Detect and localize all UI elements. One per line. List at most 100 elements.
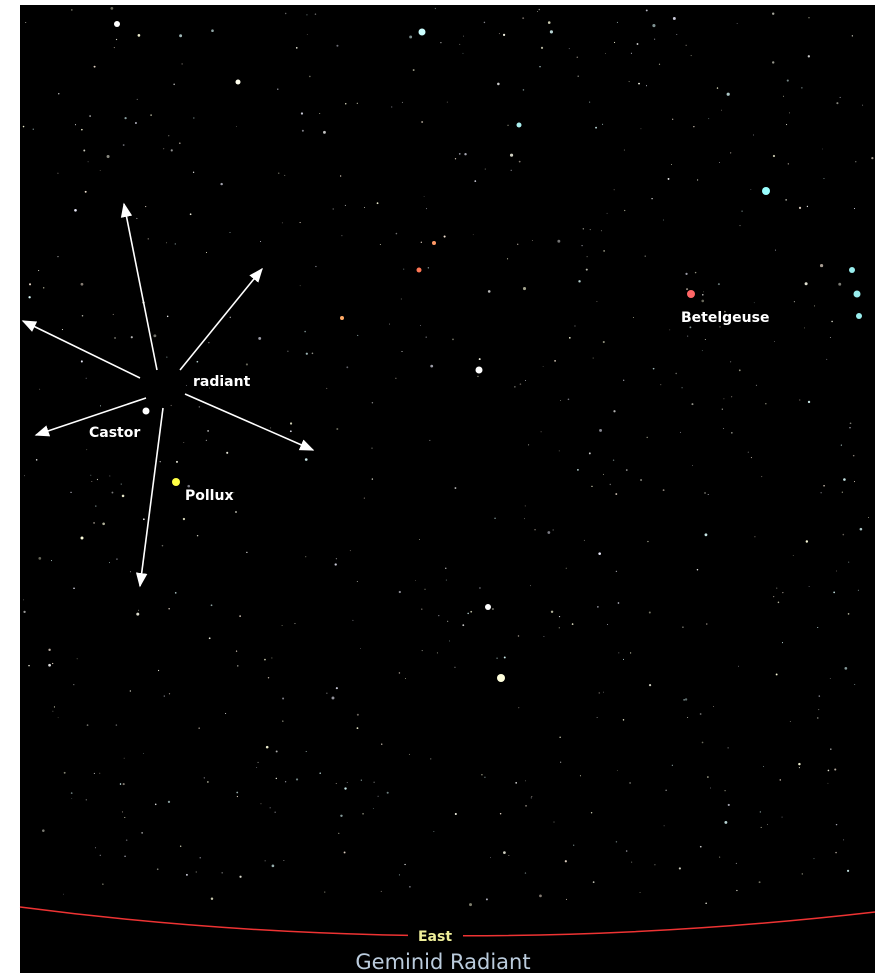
star: [699, 713, 702, 715]
star: [583, 539, 585, 541]
star: [835, 823, 838, 826]
title: Geminid Radiant: [355, 950, 530, 973]
star: [713, 705, 714, 707]
star: [157, 669, 160, 672]
star: [338, 832, 340, 835]
star: [362, 813, 364, 815]
star: [560, 761, 562, 763]
star: [454, 487, 457, 489]
star: [349, 550, 351, 552]
star: [707, 494, 709, 496]
star: [22, 125, 25, 128]
star: [425, 336, 427, 338]
star: [694, 271, 697, 274]
star: [691, 403, 694, 406]
star: [398, 672, 401, 674]
star: [421, 121, 424, 124]
star: [196, 534, 199, 537]
star: [571, 623, 574, 625]
star: [472, 234, 474, 236]
star: [834, 768, 837, 771]
star: [166, 242, 168, 244]
star: [423, 195, 425, 197]
star: [807, 55, 810, 58]
star: [400, 298, 402, 300]
star: [363, 497, 365, 499]
star: [420, 241, 422, 243]
star: [430, 364, 434, 368]
star: [287, 350, 289, 352]
star: [129, 571, 132, 573]
star: [462, 624, 465, 627]
star: [679, 431, 682, 433]
star: [701, 741, 704, 744]
star: [270, 427, 272, 429]
star: [458, 153, 461, 155]
star: [684, 698, 688, 701]
star: [121, 494, 125, 498]
star: [102, 883, 104, 886]
star: [314, 13, 317, 15]
star: [591, 485, 593, 488]
star: [833, 591, 836, 594]
star: [853, 481, 855, 483]
star: [519, 383, 522, 385]
star: [818, 695, 821, 697]
star: [849, 427, 851, 429]
star: [618, 652, 620, 654]
star: [70, 491, 72, 494]
star: [195, 871, 197, 873]
star: [804, 282, 808, 286]
star: [282, 697, 285, 700]
star: [502, 33, 506, 37]
star: [573, 844, 575, 846]
star: [547, 21, 551, 24]
star: [38, 269, 40, 272]
star: [335, 558, 337, 560]
star: [823, 485, 825, 487]
star: [174, 591, 177, 594]
star: [522, 17, 525, 20]
star: [687, 717, 689, 719]
star: [409, 35, 413, 39]
star: [112, 313, 114, 315]
star: [324, 891, 326, 893]
star: [719, 856, 721, 858]
star: [789, 720, 791, 722]
star: [356, 727, 359, 730]
star: [550, 610, 554, 614]
star: [806, 205, 809, 208]
star: [304, 330, 306, 333]
star: [289, 422, 293, 425]
star: [602, 473, 604, 475]
star: [210, 897, 214, 901]
star: [28, 296, 31, 299]
star: [658, 63, 661, 65]
star: [91, 481, 93, 483]
star: [63, 771, 66, 774]
star: [775, 673, 778, 676]
star: [305, 352, 308, 355]
star: [305, 556, 307, 558]
star: [405, 678, 406, 679]
star: [645, 9, 648, 12]
star: [74, 124, 77, 126]
star: [804, 327, 805, 329]
star: [586, 256, 588, 258]
star: [818, 709, 820, 711]
star: [554, 359, 556, 362]
star: [703, 291, 705, 293]
star: [597, 606, 599, 608]
star: [819, 263, 824, 268]
star: [497, 82, 500, 86]
star: [552, 529, 554, 531]
radiant-label: radiant: [193, 374, 251, 390]
star: [81, 315, 84, 317]
star: [702, 294, 704, 296]
star: [170, 149, 173, 152]
star: [675, 372, 677, 375]
star: [721, 109, 722, 111]
star: [398, 590, 401, 594]
star: [662, 489, 665, 492]
star: [23, 610, 26, 614]
